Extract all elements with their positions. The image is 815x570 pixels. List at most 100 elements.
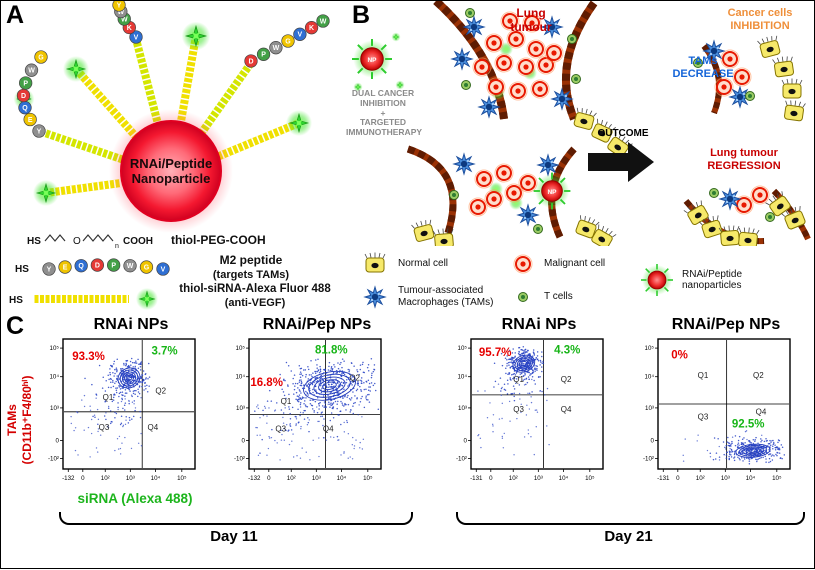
peptide-bead [281, 34, 295, 48]
peptide-bead [74, 259, 88, 273]
sirna-percentage: 3.7% [151, 346, 177, 358]
bead-letter: W [121, 16, 128, 23]
sirna-strand [37, 35, 301, 197]
bead-letter: G [285, 38, 291, 45]
x-tick-label: 10⁴ [337, 475, 347, 482]
bead-letter: P [111, 262, 116, 269]
peptide-bead [256, 47, 271, 61]
density-contour [308, 373, 351, 398]
quadrant-label: Q1 [281, 397, 292, 406]
bead-letter: W [273, 45, 280, 52]
y-tick-label: 10³ [236, 405, 245, 412]
thiol-peg-structure: HS O n COOH [27, 234, 153, 250]
bead-letter: G [144, 264, 150, 271]
x-tick-label: 10⁴ [746, 475, 756, 482]
lung-tumour-label: Lung tumour [510, 6, 552, 34]
legend-normal-cell-label: Normal cell [398, 257, 449, 269]
x-tick-label: -131 [470, 475, 483, 482]
peptide-bead [19, 76, 33, 90]
legend-tcell: T cells [508, 285, 638, 309]
nanoparticle-core-label: RNAi/Peptide Nanoparticle [129, 156, 213, 186]
x-tick-label: -132 [62, 475, 75, 482]
bead-letter: W [28, 68, 35, 75]
bead-letter: Y [37, 128, 42, 135]
day11-label: Day 11 [210, 528, 258, 545]
legend-thiol-peg-label: thiol-PEG-COOH [171, 233, 266, 247]
density-contour [313, 376, 346, 395]
x-tick-label: 10³ [312, 475, 321, 482]
peptide-bead [42, 262, 56, 276]
x-tick-label: 10⁵ [177, 475, 187, 482]
flow-plot-block-3: RNAi NPs -131 0 10² 10³ 10⁴ 10⁵ 10⁵ 10⁴ 10³ 0 -10²… [441, 316, 613, 490]
quadrant-label: Q2 [753, 371, 764, 380]
flow-plot-title: RNAi/Pep NPs [262, 316, 372, 333]
o-label: O [73, 236, 81, 247]
bead-letter: E [28, 117, 33, 124]
tam-percentage: 16.8% [250, 377, 283, 389]
tam-percentage: 93.3% [72, 351, 105, 363]
quadrant-label: Q2 [155, 387, 166, 396]
bead-letter: V [134, 34, 139, 41]
sirna-percentage: 92.5% [732, 418, 765, 430]
legend-malignant-cell: Malignant cell [508, 251, 638, 277]
bead-letter: E [63, 264, 68, 271]
flow-x-axis-label: siRNA (Alexa 488) [77, 491, 193, 506]
hs-label: HS [27, 236, 41, 247]
peptide-bead [244, 54, 258, 68]
flow-plot-title: RNAi NPs [501, 316, 577, 333]
quadrant-label: Q4 [323, 424, 334, 433]
sirna-percentage: 81.8% [315, 344, 348, 356]
m2-peptide-legend-icon: HS Y E Q D P W G V [15, 258, 170, 276]
legend-m2-sub: (targets TAMs) [212, 269, 290, 282]
quadrant-label: Q3 [275, 424, 286, 433]
peptide-bead [123, 259, 137, 273]
n-subscript: n [115, 243, 119, 250]
bead-letter: P [261, 52, 266, 59]
bead-letter: Y [117, 2, 122, 9]
quadrant-label: Q2 [349, 374, 360, 383]
quadrant-label: Q4 [561, 405, 572, 414]
x-tick-label: 0 [267, 475, 271, 482]
bead-letter: D [21, 93, 26, 100]
sirna-percentage: 4.3% [554, 344, 580, 356]
y-tick-label: 0 [56, 437, 60, 444]
x-tick-label: 10³ [126, 475, 135, 482]
x-tick-label: 10⁵ [363, 475, 373, 482]
quadrant-label: Q4 [147, 423, 158, 432]
peptide-bead [269, 41, 283, 55]
y-tick-label: 10⁴ [644, 374, 654, 381]
quadrant-label: Q3 [99, 423, 110, 432]
tams-decrease-label: TAMs DECREASE [672, 55, 734, 80]
bead-letter: W [320, 18, 327, 25]
panel-c-label: C [6, 312, 25, 340]
np-text: NP [367, 57, 377, 64]
day21-label: Day 21 [604, 528, 653, 545]
legend-sirna-title: thiol-siRNA-Alexa Fluor 488 [179, 283, 331, 295]
x-tick-label: -132 [248, 475, 261, 482]
peptide-bead [32, 124, 46, 138]
sirna-legend-icon: HS [9, 287, 159, 311]
y-tick-label: 0 [464, 437, 468, 444]
quadrant-label: Q1 [698, 371, 709, 380]
x-tick-label: 0 [676, 475, 680, 482]
bead-letter: W [118, 9, 125, 16]
y-tick-label: 10⁴ [457, 374, 467, 381]
x-tick-label: 10² [287, 475, 296, 482]
legend-nanoparticle-label: RNAi/Peptide nanoparticles [682, 268, 743, 292]
day11-bracket [59, 512, 413, 525]
x-tick-label: 10² [696, 475, 705, 482]
x-tick-label: 10³ [534, 475, 543, 482]
hs-label: HS [15, 264, 29, 275]
tam-percentage: 0% [671, 350, 688, 362]
flow-plot-rnai-day11: -132 0 10² 10³ 10⁴ 10⁵ 10⁵ 10⁴ 10³ 0 -10² 93.3% 3.7%… [48, 338, 196, 482]
x-tick-label: 0 [489, 475, 493, 482]
x-tick-label: 10⁴ [151, 475, 161, 482]
x-tick-label: 10² [509, 475, 518, 482]
bead-letter: W [127, 263, 134, 270]
peptide-bead [58, 260, 72, 274]
legend-normal-cell: Normal cell [358, 251, 508, 277]
